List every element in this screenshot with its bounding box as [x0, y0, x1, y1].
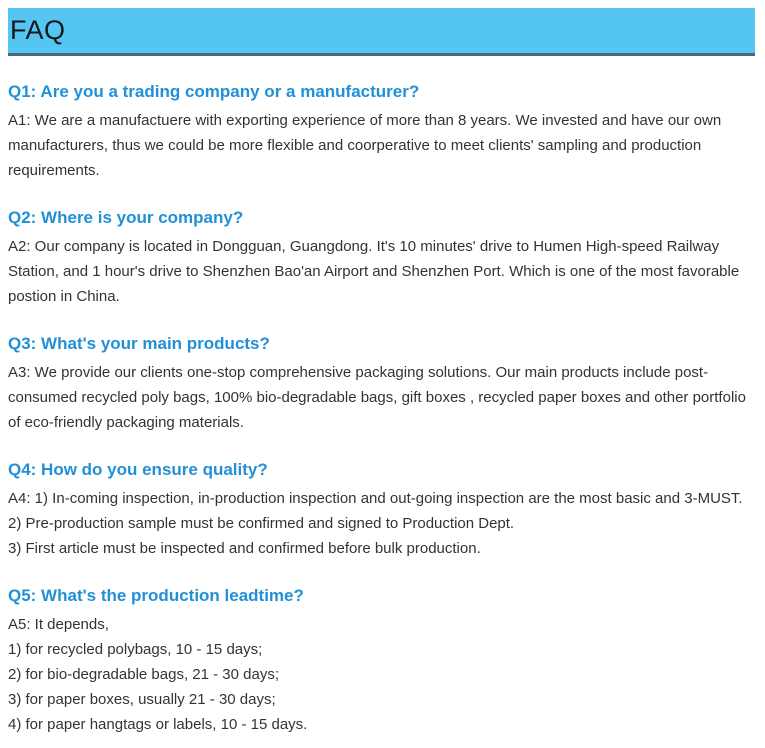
- faq-question: Q4: How do you ensure quality?: [8, 460, 268, 479]
- faq-list: Q1: Are you a trading company or a manuf…: [8, 56, 755, 737]
- faq-question: Q2: Where is your company?: [8, 208, 244, 227]
- faq-question: Q1: Are you a trading company or a manuf…: [8, 82, 420, 101]
- faq-answer: A1: We are a manufactuere with exporting…: [8, 112, 722, 179]
- faq-item-q5: Q5: What's the production leadtime? A5: …: [8, 585, 755, 737]
- faq-item-q3: Q3: What's your main products? A3: We pr…: [8, 333, 755, 435]
- faq-item-q4: Q4: How do you ensure quality? A4: 1) In…: [8, 459, 755, 561]
- faq-question: Q5: What's the production leadtime?: [8, 586, 304, 605]
- faq-header-banner: FAQ: [8, 8, 755, 56]
- faq-answer: A4: 1) In-coming inspection, in-producti…: [8, 490, 743, 557]
- page-title: FAQ: [10, 15, 66, 45]
- faq-answer: A2: Our company is located in Dongguan, …: [8, 238, 740, 305]
- faq-answer: A3: We provide our clients one-stop comp…: [8, 364, 746, 431]
- faq-item-q1: Q1: Are you a trading company or a manuf…: [8, 81, 755, 183]
- faq-item-q2: Q2: Where is your company? A2: Our compa…: [8, 207, 755, 309]
- faq-answer: A5: It depends, 1) for recycled polybags…: [8, 616, 308, 733]
- faq-question: Q3: What's your main products?: [8, 334, 270, 353]
